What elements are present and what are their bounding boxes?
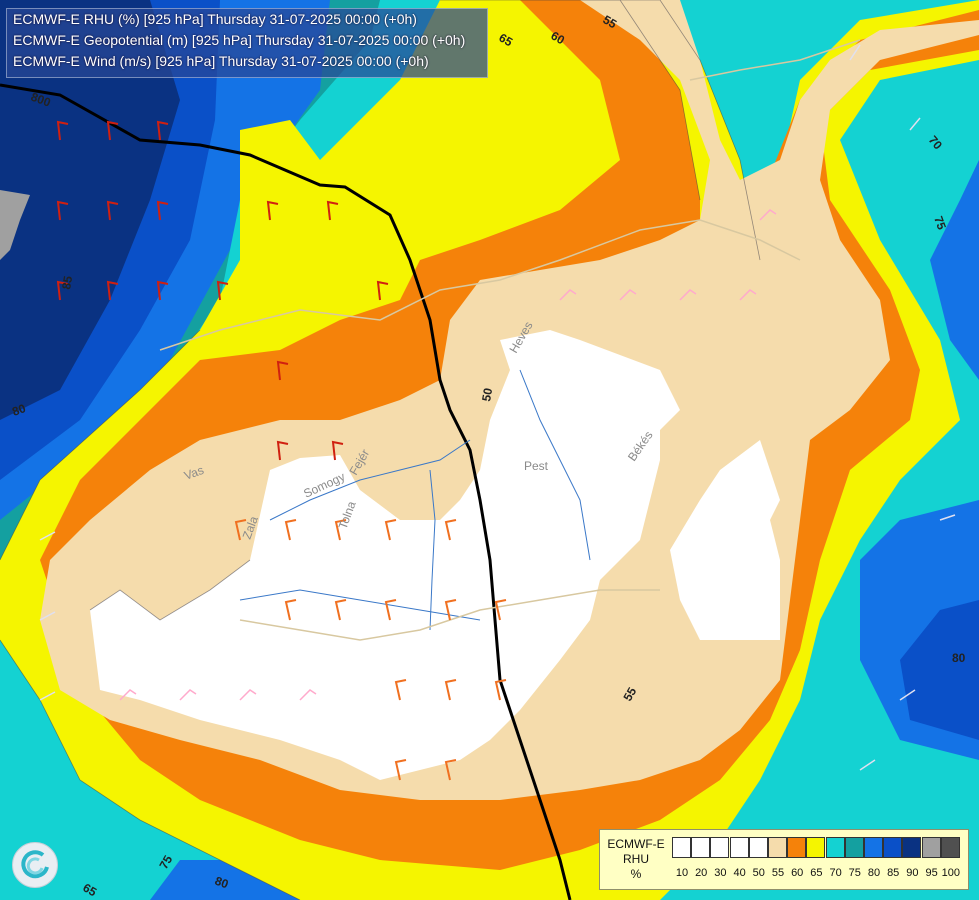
rhu-90-95-patch [0,190,30,260]
legend-swatch [787,837,807,858]
geopotential-800-line [0,83,572,900]
rhu-south-blue [150,860,300,900]
legend-tick-label: 10 [675,867,689,879]
contour-label-800: 800 [29,90,53,110]
legend-tick-label: 50 [752,867,765,879]
contour-label-50-center: 50 [479,387,495,403]
header-line-rhu: ECMWF-E RHU (%) [925 hPa] Thursday 31-07… [13,11,417,27]
legend-swatch [825,837,845,858]
legend-swatch [940,837,960,858]
wind-barbs-white [39,44,956,771]
map-header: ECMWF-E RHU (%) [925 hPa] Thursday 31-07… [6,8,488,78]
legend-swatch [768,837,787,858]
rhu-below-50-east [670,440,780,640]
wind-barbs-orange [234,519,507,781]
legend-tick-label: 60 [791,867,804,879]
legend-swatch [748,837,768,858]
legend-swatch [883,837,903,858]
legend-swatch [902,837,922,858]
rhu-legend: ECMWF-E RHU % 10 20 30 40 50 55 60 65 70 75 80 85 90… [599,829,969,890]
legend-label: ECMWF-E RHU % [604,837,668,882]
contour-label-60-top: 60 [549,28,568,47]
rivers [239,369,591,631]
legend-swatch [864,837,883,858]
legend-tick-label: 55 [771,867,785,879]
rhu-contour-lines [0,0,761,900]
legend-tick-label: 40 [733,867,746,879]
legend-tick-label: 20 [695,867,708,879]
legend-tick-label: 85 [887,867,900,879]
contour-label-80-right: 80 [952,651,966,665]
contour-label-80-bottom: 80 [213,874,231,892]
legend-swatch [691,837,711,858]
legend-swatch [806,837,826,858]
legend-label-line2: RHU [623,852,649,866]
header-line-geopotential: ECMWF-E Geopotential (m) [925 hPa] Thurs… [13,32,466,48]
legend-tick-label: 70 [829,867,842,879]
legend-tick-label: 90 [906,867,919,879]
legend-tick-label: 80 [867,867,881,879]
contour-label-80-left: 80 [10,401,28,419]
legend-tick-label: 95 [925,867,938,879]
legend-swatch [921,837,941,858]
contour-label-75-right: 75 [931,214,949,232]
contour-label-65-bottom: 65 [81,880,100,899]
legend-tick-label: 75 [848,867,861,879]
legend-swatch [729,837,749,858]
legend-swatch [844,837,864,858]
rhu-southeast-darkblue [900,600,979,740]
wind-barbs-red [56,120,389,461]
legend-tick-label: 100 [941,867,960,879]
contour-label-55-bottom: 55 [620,685,639,704]
contour-label-75-bottom: 75 [156,853,175,872]
legend-label-line1: ECMWF-E [607,837,665,851]
region-vas: Vas [182,463,205,483]
legend-label-line3: % [630,867,642,881]
rhu-below-50-main [90,330,680,780]
contour-label-55-top: 55 [601,12,620,31]
provider-logo-icon [12,842,58,888]
contour-label-65-top: 65 [497,30,516,49]
contour-label-85-left: 85 [59,275,75,291]
legend-tick-label: 30 [714,867,727,879]
legend-swatch [710,837,730,858]
legend-tick-label: 65 [810,867,823,879]
region-pest: Pest [524,459,549,473]
legend-swatch [672,837,691,858]
wind-barbs-pink [119,209,777,701]
header-line-wind: ECMWF-E Wind (m/s) [925 hPa] Thursday 31… [13,53,429,69]
rhu-east-blue [930,160,979,380]
